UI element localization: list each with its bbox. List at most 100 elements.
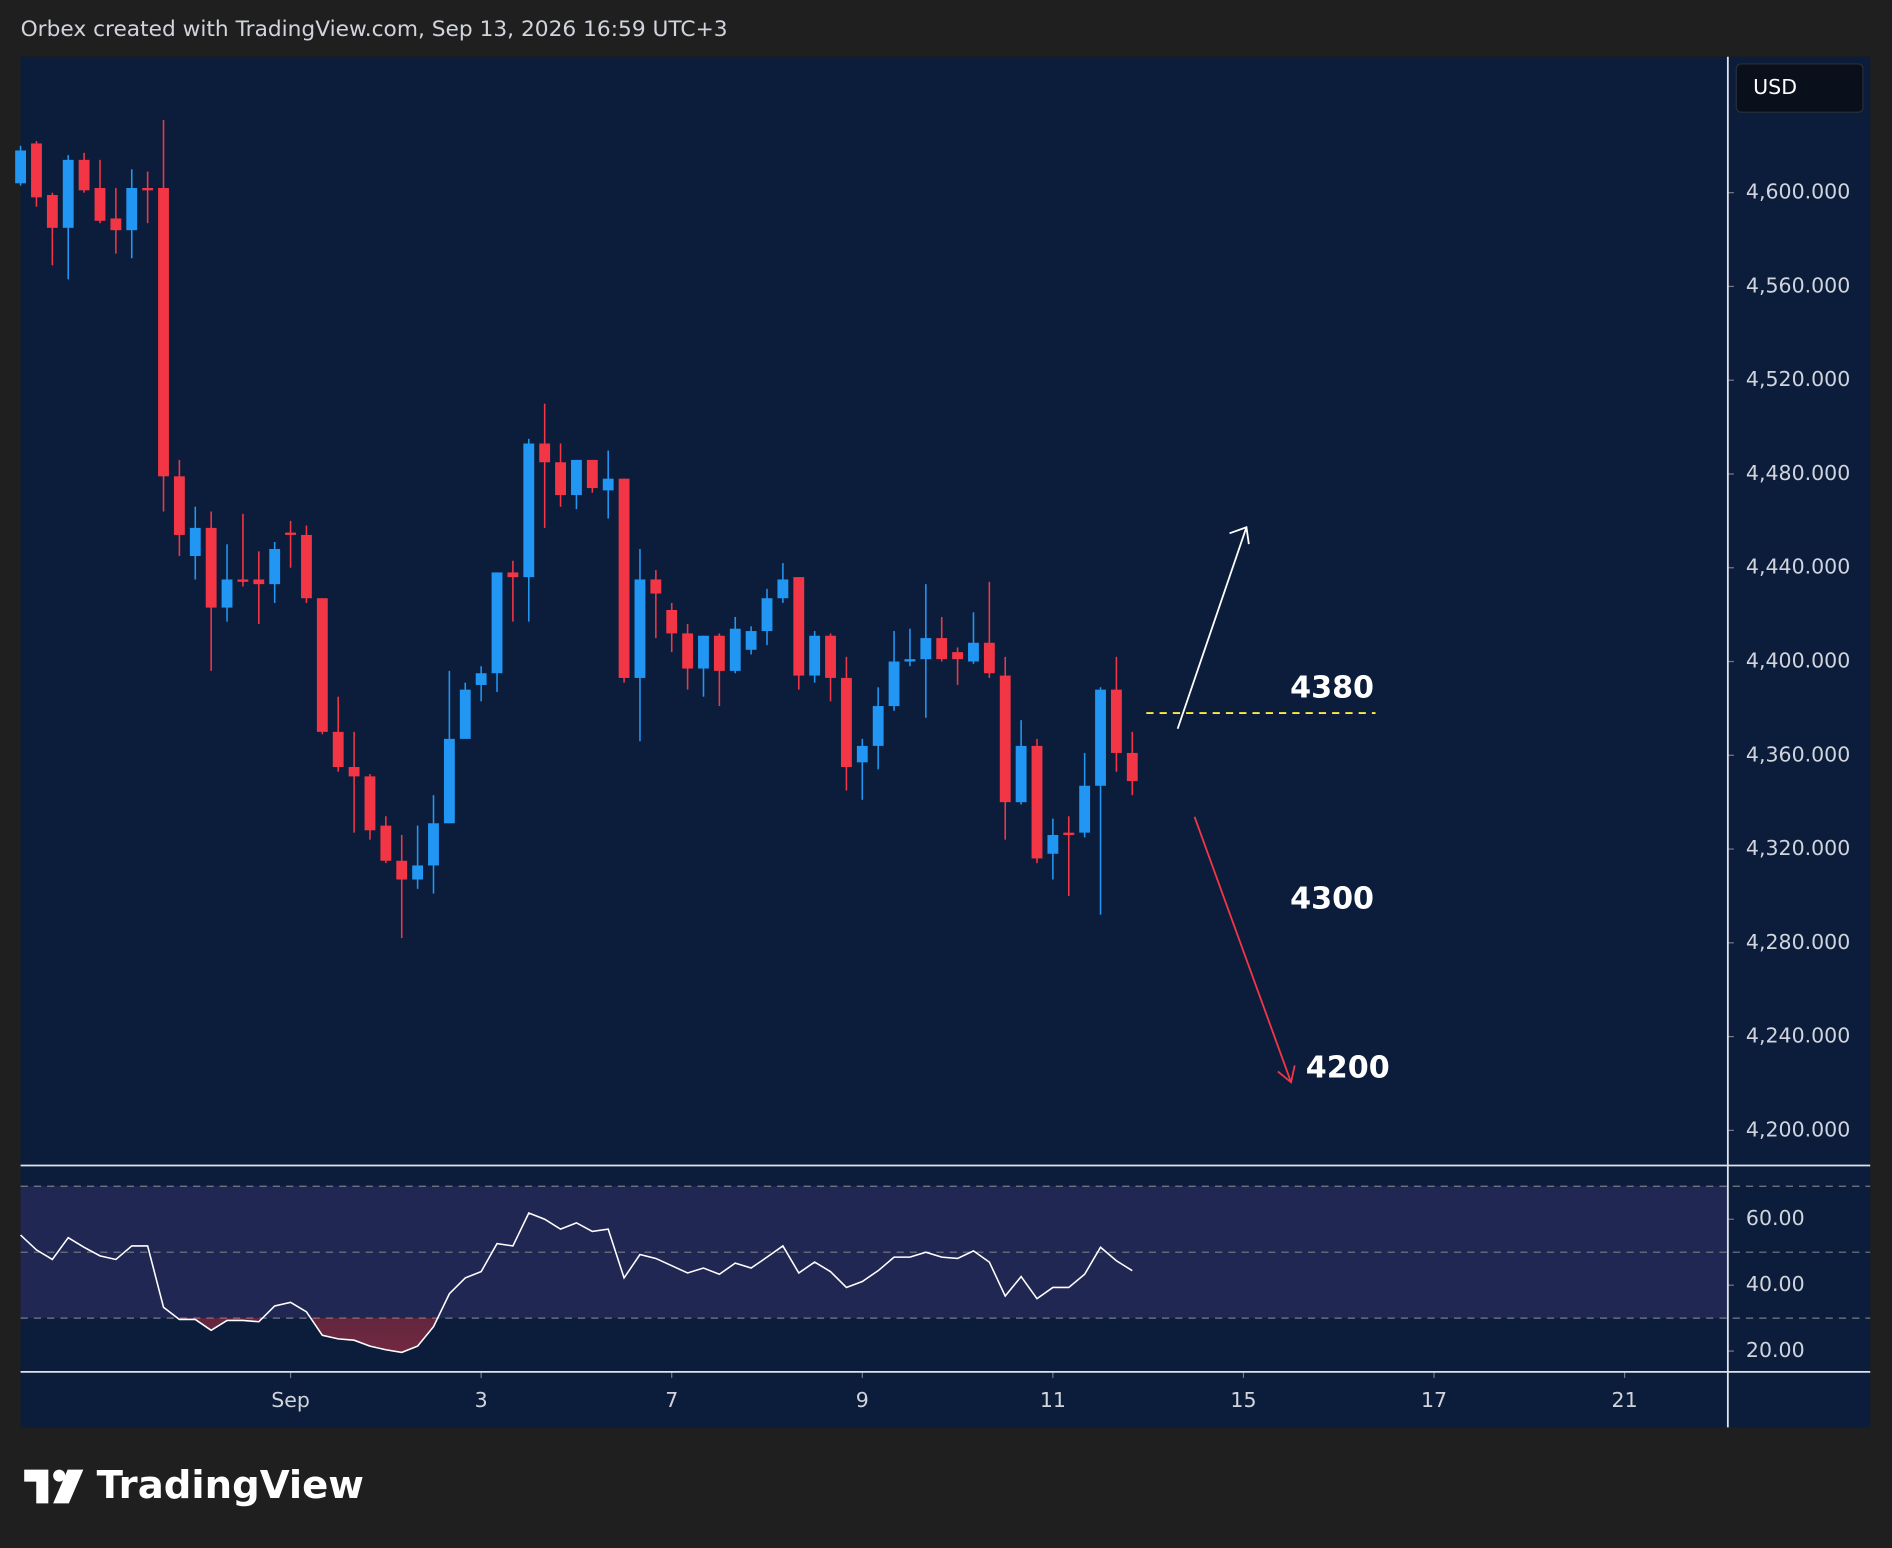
annotation: 4300 bbox=[1290, 882, 1374, 917]
y-tick-label: 4,560.000 bbox=[1746, 273, 1850, 297]
candle-body bbox=[523, 443, 535, 578]
candle-body bbox=[713, 635, 725, 671]
candle-body bbox=[539, 443, 551, 463]
candle-body bbox=[78, 159, 90, 191]
currency-badge[interactable] bbox=[1735, 63, 1864, 113]
plot: 4,200.000 4,240.000 4,280.000 4,320.000 4,36… bbox=[15, 120, 1871, 1412]
candle-body bbox=[491, 572, 503, 674]
header-text: Orbex created with TradingView.com, Sep … bbox=[21, 17, 728, 42]
y-tick-label: 4,480.000 bbox=[1746, 461, 1850, 485]
candle-body bbox=[205, 527, 217, 608]
candle-body bbox=[237, 579, 249, 582]
candle-body bbox=[650, 579, 662, 594]
candle-body bbox=[1047, 834, 1059, 854]
candle-body bbox=[666, 609, 678, 634]
candle-body bbox=[888, 661, 900, 707]
candle-body bbox=[221, 579, 233, 608]
y-tick-label: 4,280.000 bbox=[1746, 930, 1850, 954]
x-tick-label: 17 bbox=[1421, 1388, 1447, 1412]
candle-body bbox=[173, 476, 185, 535]
candle-body bbox=[316, 598, 328, 732]
y-tick-label: 4,240.000 bbox=[1746, 1024, 1850, 1048]
candle-body bbox=[142, 187, 154, 191]
up-arrow bbox=[1176, 526, 1250, 730]
rsi-line bbox=[20, 1211, 1133, 1354]
candle-body bbox=[285, 532, 296, 535]
candle-body bbox=[1079, 785, 1091, 833]
x-tick-label: Sep bbox=[271, 1388, 310, 1412]
candle-body bbox=[729, 628, 741, 671]
candle-body bbox=[936, 638, 948, 660]
down-arrow bbox=[1193, 816, 1296, 1084]
candle-body bbox=[809, 635, 821, 676]
y-tick-label: 4,520.000 bbox=[1746, 367, 1850, 391]
x-tick-label: 21 bbox=[1612, 1388, 1638, 1412]
candle-body bbox=[126, 187, 138, 231]
candle-body bbox=[94, 187, 106, 221]
candle-body bbox=[1095, 689, 1106, 786]
candle-body bbox=[968, 642, 979, 662]
candle-body bbox=[412, 865, 424, 880]
candle-body bbox=[825, 635, 836, 678]
y-tick-label: 4,360.000 bbox=[1746, 742, 1850, 766]
logo-text: TradingView bbox=[97, 1463, 364, 1508]
candle-body bbox=[586, 459, 598, 489]
candle-body bbox=[618, 478, 630, 678]
candle-body bbox=[396, 860, 408, 880]
x-tick-label: 7 bbox=[665, 1388, 678, 1412]
candle-body bbox=[761, 598, 773, 632]
x-tick-label: 3 bbox=[475, 1388, 488, 1412]
candle-body bbox=[555, 462, 566, 496]
candle-body bbox=[634, 579, 646, 678]
candle-body bbox=[999, 675, 1011, 803]
y-tick-label: 40.00 bbox=[1746, 1272, 1805, 1296]
candle-body bbox=[1063, 832, 1075, 835]
candle-body bbox=[364, 776, 376, 831]
y-tick-label: 4,320.000 bbox=[1746, 836, 1850, 860]
candle-body bbox=[269, 548, 281, 585]
candle-body bbox=[1126, 752, 1138, 782]
candle-body bbox=[189, 527, 201, 557]
candle-body bbox=[1110, 689, 1122, 753]
candle-body bbox=[62, 159, 74, 228]
candle-body bbox=[475, 673, 487, 685]
candle-body bbox=[15, 150, 27, 184]
candle-body bbox=[507, 572, 519, 578]
candle-body bbox=[1015, 745, 1027, 803]
candle-body bbox=[571, 459, 582, 496]
candle-body bbox=[872, 706, 884, 746]
candle-body bbox=[1031, 745, 1043, 859]
candle-body bbox=[332, 731, 344, 768]
candle-body bbox=[856, 745, 868, 763]
candle-body bbox=[745, 631, 757, 650]
candle-body bbox=[793, 577, 805, 676]
candle-body bbox=[952, 652, 964, 660]
logo-icon bbox=[24, 1469, 84, 1504]
y-tick-label: 20.00 bbox=[1746, 1338, 1805, 1362]
oversold-fill bbox=[177, 1318, 438, 1353]
annotation: 4380 bbox=[1290, 670, 1374, 705]
candle-body bbox=[110, 218, 122, 231]
y-tick-label: 4,600.000 bbox=[1746, 180, 1850, 204]
y-tick-label: 4,200.000 bbox=[1746, 1117, 1850, 1141]
candle-body bbox=[840, 677, 852, 768]
candle-body bbox=[983, 642, 995, 674]
candle-body bbox=[682, 633, 694, 669]
candle-body bbox=[428, 823, 439, 866]
y-tick-label: 4,440.000 bbox=[1746, 555, 1850, 579]
candle-body bbox=[602, 478, 614, 491]
candle-body bbox=[443, 738, 455, 824]
candle-body bbox=[380, 825, 392, 861]
candle-body bbox=[253, 579, 265, 585]
y-tick-label: 60.00 bbox=[1746, 1206, 1805, 1230]
candle-body bbox=[31, 143, 42, 198]
x-tick-label: 9 bbox=[856, 1388, 869, 1412]
candle-body bbox=[904, 659, 916, 662]
candle-body bbox=[46, 195, 58, 228]
annotation: 4200 bbox=[1306, 1051, 1390, 1086]
candle-body bbox=[158, 187, 169, 477]
candle-body bbox=[459, 689, 471, 739]
candle-body bbox=[777, 579, 789, 599]
